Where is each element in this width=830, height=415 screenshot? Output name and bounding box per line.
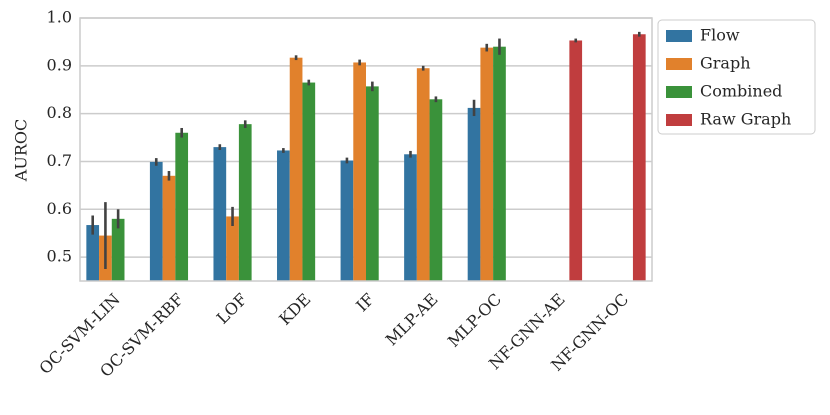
bar xyxy=(493,46,506,281)
x-tick-label: KDE xyxy=(275,290,314,329)
bar xyxy=(340,160,354,281)
bar xyxy=(632,34,646,282)
bar xyxy=(416,68,430,281)
bar xyxy=(404,154,417,281)
legend-swatch xyxy=(666,30,692,42)
bar xyxy=(429,99,443,281)
legend-swatch xyxy=(666,58,692,70)
y-tick-label: 1.0 xyxy=(47,8,72,27)
bar xyxy=(149,161,163,281)
x-tick-label: IF xyxy=(352,290,378,316)
legend-label: Graph xyxy=(700,54,751,73)
x-tick-label: MLP-AE xyxy=(382,290,442,350)
bar xyxy=(302,82,316,282)
bar xyxy=(175,132,189,281)
legend-label: Flow xyxy=(700,26,740,45)
plot-frame xyxy=(79,17,653,282)
bar xyxy=(277,150,290,281)
y-axis-label: AUROC xyxy=(12,119,31,182)
legend-label: Raw Graph xyxy=(700,110,791,129)
y-tick-label: 0.9 xyxy=(47,55,72,74)
y-tick-label: 0.7 xyxy=(47,151,72,170)
bar xyxy=(226,216,239,281)
bar xyxy=(86,225,100,281)
legend-swatch xyxy=(666,86,692,98)
bar xyxy=(289,57,303,282)
x-tick-label: LOF xyxy=(213,290,251,328)
bar xyxy=(569,40,583,281)
bar xyxy=(111,218,125,281)
y-tick-label: 0.5 xyxy=(47,247,72,266)
bar xyxy=(366,86,379,281)
bar xyxy=(480,47,494,281)
y-tick-label: 0.6 xyxy=(47,199,72,218)
bar xyxy=(353,62,366,281)
bar xyxy=(213,147,227,281)
bar xyxy=(467,107,481,281)
bar xyxy=(238,124,252,281)
legend-swatch xyxy=(666,114,692,126)
x-tick-label: MLP-OC xyxy=(444,290,505,351)
legend-frame xyxy=(657,19,816,135)
bar xyxy=(162,175,176,281)
legend-label: Combined xyxy=(700,82,782,101)
y-tick-label: 0.8 xyxy=(47,103,72,122)
